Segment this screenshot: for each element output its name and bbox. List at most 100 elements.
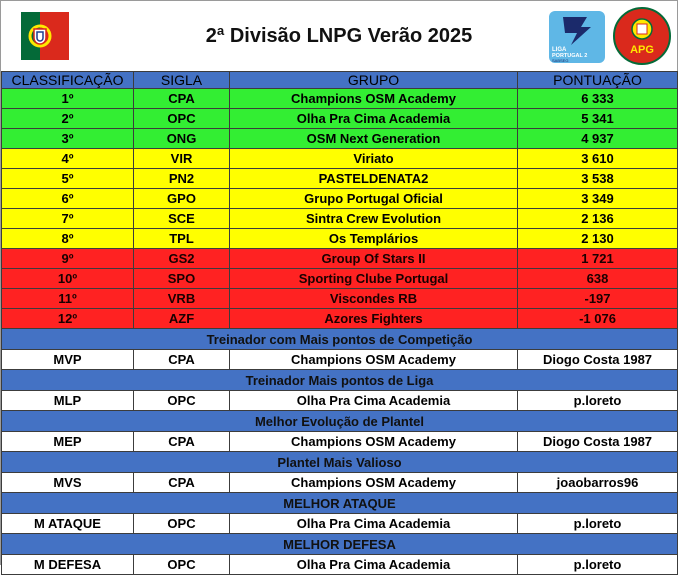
award-section-header: Melhor Evolução de Plantel — [1, 410, 678, 432]
award-code-cell: M ATAQUE — [1, 513, 134, 534]
position-cell: 11º — [1, 288, 134, 309]
points-cell: 3 538 — [517, 168, 678, 189]
sigla-cell: OPC — [133, 108, 230, 129]
award-section-title: Treinador Mais pontos de Liga — [1, 369, 678, 391]
group-name-cell: PASTELDENATA2 — [229, 168, 518, 189]
award-section-header: Treinador Mais pontos de Liga — [1, 369, 678, 391]
award-code-cell: MVS — [1, 472, 134, 493]
sigla-cell: ONG — [133, 128, 230, 149]
standings-row: 8º TPL Os Templários 2 130 — [1, 228, 678, 249]
points-cell: 5 341 — [517, 108, 678, 129]
standings-row: 4º VIR Viriato 3 610 — [1, 148, 678, 169]
sigla-cell: GS2 — [133, 248, 230, 269]
award-row: MLP OPC Olha Pra Cima Academia p.loreto — [1, 390, 678, 411]
group-name-cell: Azores Fighters — [229, 308, 518, 329]
liga-portugal-2-logo-icon: LIGA PORTUGAL 2 SABSEG — [549, 11, 605, 63]
award-winner-cell: joaobarros96 — [517, 472, 678, 493]
standings-row: 6º GPO Grupo Portugal Oficial 3 349 — [1, 188, 678, 209]
sigla-cell: VIR — [133, 148, 230, 169]
position-cell: 7º — [1, 208, 134, 229]
standings-row: 3º ONG OSM Next Generation 4 937 — [1, 128, 678, 149]
award-section-title: Melhor Evolução de Plantel — [1, 410, 678, 432]
points-cell: 1 721 — [517, 248, 678, 269]
points-cell: 6 333 — [517, 88, 678, 109]
award-group-cell: Olha Pra Cima Academia — [229, 513, 518, 534]
award-sigla-cell: CPA — [133, 349, 230, 370]
points-cell: 4 937 — [517, 128, 678, 149]
award-section-header: Plantel Mais Valioso — [1, 451, 678, 473]
group-name-cell: Os Templários — [229, 228, 518, 249]
award-winner-cell: Diogo Costa 1987 — [517, 349, 678, 370]
position-cell: 1º — [1, 88, 134, 109]
svg-text:SABSEG: SABSEG — [552, 58, 568, 63]
position-cell: 3º — [1, 128, 134, 149]
group-name-cell: Viscondes RB — [229, 288, 518, 309]
svg-text:PORTUGAL 2: PORTUGAL 2 — [552, 53, 587, 59]
group-name-cell: OSM Next Generation — [229, 128, 518, 149]
award-section-header: MELHOR DEFESA — [1, 533, 678, 555]
award-section-title: MELHOR ATAQUE — [1, 492, 678, 514]
award-winner-cell: p.loreto — [517, 390, 678, 411]
award-row: MVS CPA Champions OSM Academy joaobarros96 — [1, 472, 678, 493]
position-cell: 4º — [1, 148, 134, 169]
points-cell: -197 — [517, 288, 678, 309]
column-header-sigla: SIGLA — [133, 71, 230, 89]
award-sigla-cell: CPA — [133, 431, 230, 452]
award-code-cell: MEP — [1, 431, 134, 452]
standings-row: 1º CPA Champions OSM Academy 6 333 — [1, 88, 678, 109]
award-row: M ATAQUE OPC Olha Pra Cima Academia p.loret… — [1, 513, 678, 534]
award-group-cell: Champions OSM Academy — [229, 349, 518, 370]
award-winner-cell: p.loreto — [517, 513, 678, 534]
award-code-cell: MVP — [1, 349, 134, 370]
sigla-cell: SCE — [133, 208, 230, 229]
award-section-title: MELHOR DEFESA — [1, 533, 678, 555]
page-title: 2ª Divisão LNPG Verão 2025 — [205, 25, 473, 47]
position-cell: 9º — [1, 248, 134, 269]
award-winner-cell: Diogo Costa 1987 — [517, 431, 678, 452]
award-row: MEP CPA Champions OSM Academy Diogo Costa 1… — [1, 431, 678, 452]
points-cell: 2 136 — [517, 208, 678, 229]
sigla-cell: SPO — [133, 268, 230, 289]
sigla-cell: GPO — [133, 188, 230, 209]
position-cell: 6º — [1, 188, 134, 209]
sigla-cell: CPA — [133, 88, 230, 109]
position-cell: 2º — [1, 108, 134, 129]
award-section-title: Plantel Mais Valioso — [1, 451, 678, 473]
table-header-row: CLASSIFICAÇÃO SIGLA GRUPO PONTUAÇÃO — [1, 71, 678, 89]
group-name-cell: Champions OSM Academy — [229, 88, 518, 109]
award-section-header: Treinador com Mais pontos de Competição — [1, 328, 678, 350]
standings-row: 10º SPO Sporting Clube Portugal 638 — [1, 268, 678, 289]
column-header-grupo: GRUPO — [229, 71, 518, 89]
position-cell: 12º — [1, 308, 134, 329]
position-cell: 5º — [1, 168, 134, 189]
points-cell: 2 130 — [517, 228, 678, 249]
award-section-title: Treinador com Mais pontos de Competição — [1, 328, 678, 350]
group-name-cell: Sporting Clube Portugal — [229, 268, 518, 289]
standings-table: CLASSIFICAÇÃO SIGLA GRUPO PONTUAÇÃO 1º CP… — [1, 71, 678, 575]
standings-row: 11º VRB Viscondes RB -197 — [1, 288, 678, 309]
apg-logo-icon: APG — [613, 7, 671, 65]
award-section-header: MELHOR ATAQUE — [1, 492, 678, 514]
points-cell: 3 610 — [517, 148, 678, 169]
award-code-cell: MLP — [1, 390, 134, 411]
award-group-cell: Champions OSM Academy — [229, 472, 518, 493]
portugal-flag-icon — [21, 12, 69, 60]
header: 2ª Divisão LNPG Verão 2025 LIGA PORTUGAL… — [1, 1, 677, 71]
group-name-cell: Grupo Portugal Oficial — [229, 188, 518, 209]
award-group-cell: Olha Pra Cima Academia — [229, 390, 518, 411]
position-cell: 10º — [1, 268, 134, 289]
svg-text:LIGA: LIGA — [552, 47, 567, 53]
position-cell: 8º — [1, 228, 134, 249]
sigla-cell: AZF — [133, 308, 230, 329]
group-name-cell: Olha Pra Cima Academia — [229, 108, 518, 129]
points-cell: 3 349 — [517, 188, 678, 209]
award-sigla-cell: OPC — [133, 513, 230, 534]
award-sigla-cell: CPA — [133, 472, 230, 493]
points-cell: 638 — [517, 268, 678, 289]
standings-row: 5º PN2 PASTELDENATA2 3 538 — [1, 168, 678, 189]
sigla-cell: PN2 — [133, 168, 230, 189]
svg-text:APG: APG — [630, 44, 654, 56]
standings-row: 9º GS2 Group Of Stars II 1 721 — [1, 248, 678, 269]
points-cell: -1 076 — [517, 308, 678, 329]
